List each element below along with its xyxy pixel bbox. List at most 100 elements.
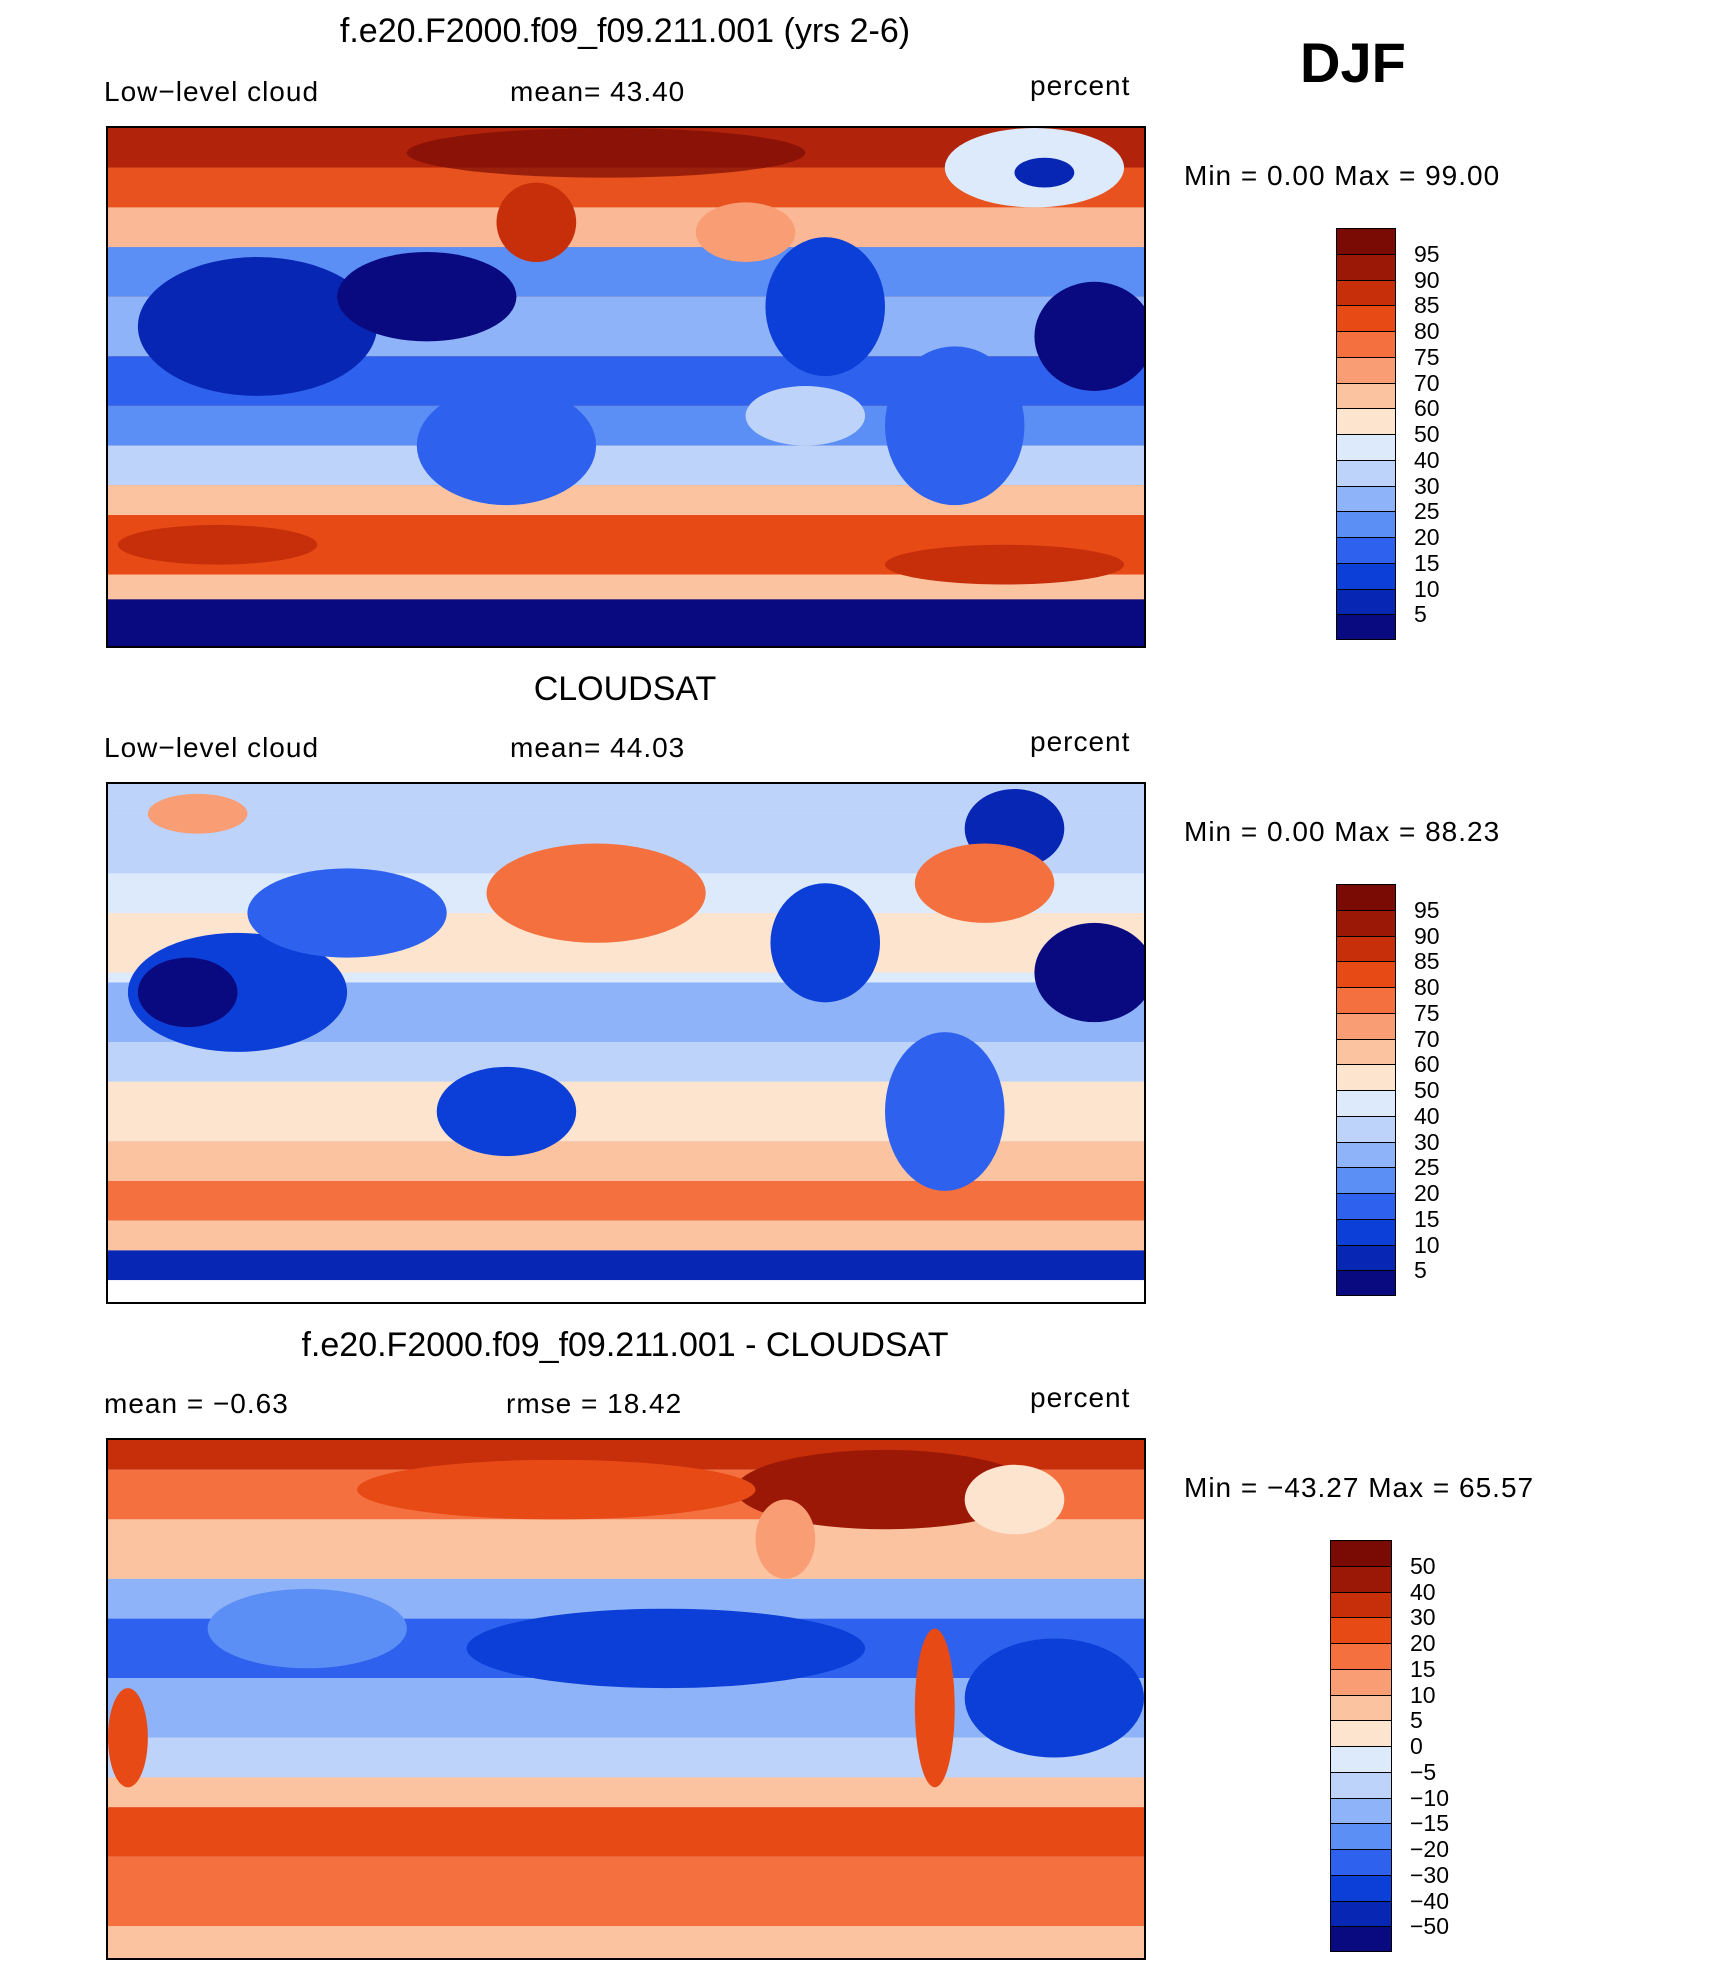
colorbar-tick-label: 40 <box>1414 446 1440 473</box>
colorbar-swatch <box>1336 1218 1396 1245</box>
panel-2-units: percent <box>1030 726 1131 757</box>
colorbar-tick-label: 30 <box>1414 472 1440 499</box>
colorbar-tick-label: 70 <box>1414 369 1440 396</box>
colorbar-tick-label: 95 <box>1414 240 1440 267</box>
colorbar-swatch <box>1330 1540 1392 1566</box>
panel-3-map <box>106 1438 1146 1960</box>
panel-3-mean: mean = −0.63 <box>104 1388 289 1419</box>
colorbar-swatch <box>1336 485 1396 512</box>
colorbar-tick-label: −5 <box>1410 1758 1437 1785</box>
colorbar-tick-label: 50 <box>1410 1552 1436 1579</box>
colorbar-swatch <box>1336 614 1396 640</box>
colorbar-tick-label: 40 <box>1410 1578 1436 1605</box>
panel-1-units: percent <box>1030 70 1131 101</box>
colorbar-swatch <box>1336 1090 1396 1116</box>
colorbar-tick-label: 85 <box>1414 948 1440 975</box>
colorbar-swatch <box>1330 1720 1392 1746</box>
colorbar-swatch <box>1330 1900 1392 1927</box>
colorbar-swatch <box>1330 1849 1392 1875</box>
colorbar-tick-label: 5 <box>1414 601 1427 628</box>
colorbar-tick-label: −50 <box>1410 1913 1450 1940</box>
panel-2-mean: mean= 44.03 <box>510 732 686 763</box>
colorbar-swatch <box>1336 1244 1396 1271</box>
colorbar-swatch <box>1336 228 1396 254</box>
panel-2-colorbar-labels: 95 90 85 80 75 70 60 50 40 30 25 20 15 10 5 <box>1414 884 1494 1296</box>
colorbar-swatch <box>1336 1270 1396 1296</box>
colorbar-tick-label: 0 <box>1410 1733 1423 1759</box>
colorbar-tick-label: 95 <box>1414 896 1440 923</box>
panel-1-variable-label: Low−level cloud <box>104 76 320 107</box>
colorbar-tick-label: −30 <box>1410 1861 1450 1888</box>
colorbar-tick-label: 5 <box>1414 1257 1427 1284</box>
colorbar-tick-label: 25 <box>1414 1154 1440 1181</box>
colorbar-swatch <box>1330 1643 1392 1669</box>
colorbar-swatch <box>1336 1012 1396 1039</box>
colorbar-swatch <box>1330 1771 1392 1798</box>
colorbar-swatch <box>1336 1064 1396 1090</box>
colorbar-tick-label: −15 <box>1410 1810 1450 1837</box>
colorbar-tick-label: 60 <box>1414 1051 1440 1078</box>
panel-2-colorbar <box>1336 884 1396 1296</box>
colorbar-swatch <box>1336 459 1396 486</box>
panel-2-title: CLOUDSAT <box>533 670 717 708</box>
colorbar-swatch <box>1336 987 1396 1013</box>
colorbar-tick-label: 75 <box>1414 999 1440 1026</box>
colorbar-swatch <box>1336 884 1396 910</box>
panel-3-colorbar-labels: 50 40 30 20 15 10 5 0 −5 −10 −15 −20 −30 −40 −50 <box>1410 1540 1490 1952</box>
colorbar-swatch <box>1330 1668 1392 1695</box>
colorbar-swatch <box>1336 434 1396 460</box>
colorbar-tick-label: 10 <box>1410 1681 1436 1708</box>
colorbar-swatch <box>1336 511 1396 537</box>
colorbar-tick-label: 40 <box>1414 1102 1440 1129</box>
colorbar-swatch <box>1336 279 1396 306</box>
colorbar-tick-label: 20 <box>1414 524 1440 550</box>
colorbar-tick-label: 50 <box>1414 421 1440 447</box>
colorbar-swatch <box>1336 305 1396 331</box>
colorbar-swatch <box>1336 382 1396 409</box>
colorbar-tick-label: 70 <box>1414 1025 1440 1052</box>
colorbar-tick-label: 15 <box>1410 1655 1436 1682</box>
colorbar-swatch <box>1336 356 1396 383</box>
colorbar-tick-label: 10 <box>1414 1231 1440 1258</box>
colorbar-tick-label: 90 <box>1414 266 1440 293</box>
colorbar-swatch <box>1336 562 1396 589</box>
colorbar-swatch <box>1336 935 1396 962</box>
panel-3-minmax: Min = −43.27 Max = 65.57 <box>1184 1472 1535 1503</box>
colorbar-swatch <box>1330 1874 1392 1901</box>
colorbar-tick-label: −40 <box>1410 1887 1450 1914</box>
colorbar-swatch <box>1336 537 1396 563</box>
colorbar-tick-label: 50 <box>1414 1077 1440 1103</box>
colorbar-swatch <box>1330 1746 1392 1772</box>
panel-1-colorbar-labels: 95 90 85 80 75 70 60 50 40 30 25 20 15 10 5 <box>1414 228 1494 640</box>
colorbar-swatch <box>1336 961 1396 987</box>
colorbar-tick-label: −10 <box>1410 1784 1450 1811</box>
panel-3-colorbar <box>1330 1540 1392 1952</box>
colorbar-tick-label: 25 <box>1414 498 1440 525</box>
colorbar-swatch <box>1336 408 1396 434</box>
colorbar-swatch <box>1336 253 1396 280</box>
colorbar-swatch <box>1330 1926 1392 1952</box>
colorbar-swatch <box>1336 1193 1396 1219</box>
panel-2-variable-label: Low−level cloud <box>104 732 320 763</box>
panel-2-minmax: Min = 0.00 Max = 88.23 <box>1184 816 1501 847</box>
colorbar-tick-label: 85 <box>1414 292 1440 319</box>
panel-1-colorbar <box>1336 228 1396 640</box>
colorbar-tick-label: 60 <box>1414 395 1440 422</box>
colorbar-swatch <box>1330 1694 1392 1721</box>
colorbar-swatch <box>1330 1565 1392 1592</box>
colorbar-swatch <box>1336 1115 1396 1142</box>
colorbar-tick-label: 90 <box>1414 922 1440 949</box>
colorbar-tick-label: 5 <box>1410 1707 1423 1734</box>
colorbar-tick-label: 30 <box>1410 1604 1436 1631</box>
colorbar-swatch <box>1330 1617 1392 1643</box>
colorbar-tick-label: 30 <box>1414 1128 1440 1155</box>
panel-1-mean: mean= 43.40 <box>510 76 686 107</box>
colorbar-swatch <box>1330 1797 1392 1824</box>
colorbar-tick-label: 75 <box>1414 343 1440 370</box>
colorbar-tick-label: 80 <box>1414 974 1440 1000</box>
colorbar-tick-label: 20 <box>1414 1180 1440 1206</box>
colorbar-swatch <box>1336 331 1396 357</box>
panel-3-units: percent <box>1030 1382 1131 1413</box>
panel-1-map <box>106 126 1146 648</box>
colorbar-tick-label: −20 <box>1410 1836 1450 1862</box>
